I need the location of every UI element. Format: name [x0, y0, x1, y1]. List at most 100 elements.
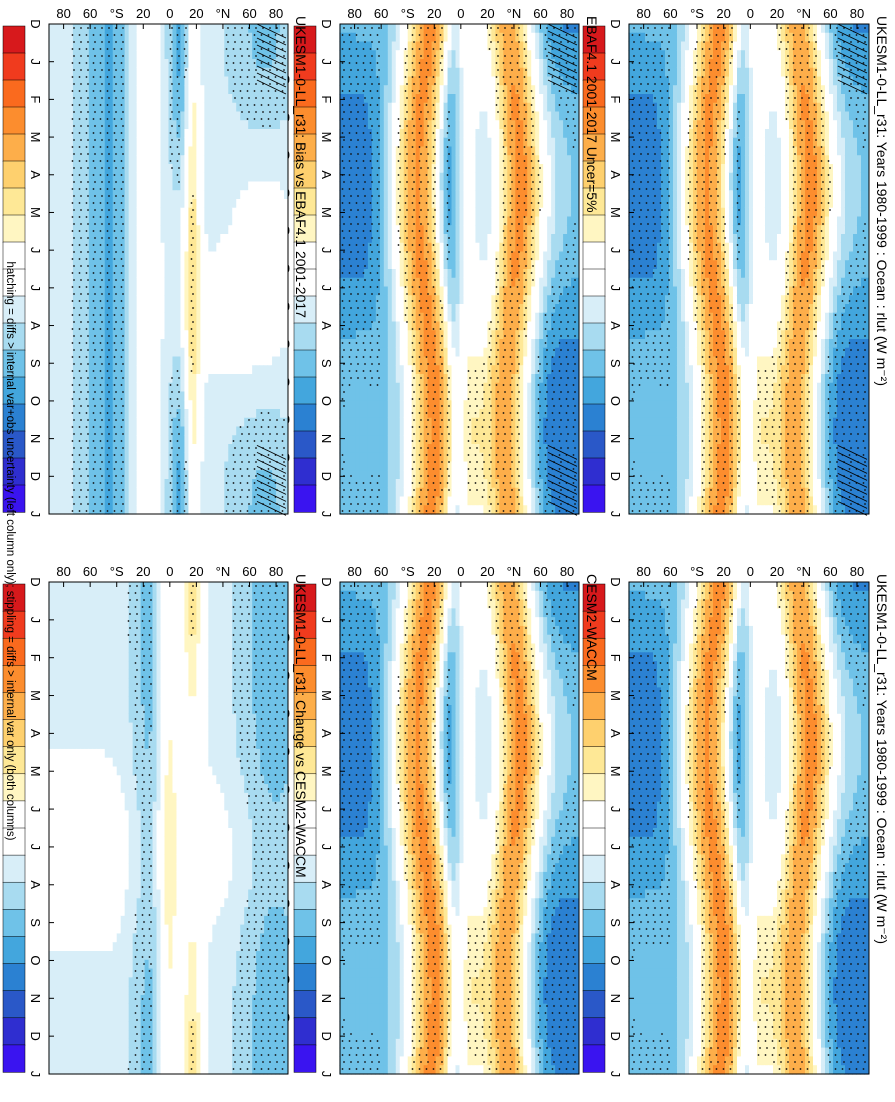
stipple-dot — [646, 34, 648, 36]
heatmap-cell — [768, 269, 773, 278]
heatmap-cell — [712, 435, 717, 444]
heatmap-cell — [860, 278, 865, 287]
heatmap-cell — [788, 260, 793, 269]
heatmap-cell — [796, 287, 801, 296]
heatmap-cell — [688, 77, 693, 86]
heatmap-cell — [696, 252, 701, 261]
heatmap-cell — [716, 243, 721, 252]
heatmap-cell — [644, 208, 649, 217]
heatmap-cell — [660, 365, 665, 374]
heatmap-cell — [776, 304, 781, 313]
heatmap-cell — [748, 103, 753, 112]
heatmap-cell — [768, 322, 773, 331]
stipple-dot — [633, 69, 635, 71]
heatmap-cell — [836, 50, 841, 59]
stipple-dot — [793, 76, 795, 78]
heatmap-cell — [788, 348, 793, 357]
heatmap-cell — [776, 225, 781, 234]
heatmap-cell — [740, 505, 745, 514]
heatmap-cell — [828, 103, 833, 112]
heatmap-cell — [796, 497, 801, 506]
heatmap-cell — [744, 120, 749, 129]
heatmap-cell — [796, 505, 801, 514]
heatmap-cell — [788, 59, 793, 68]
heatmap-cell — [744, 77, 749, 86]
heatmap-cell — [828, 383, 833, 392]
heatmap-cell — [700, 330, 705, 339]
heatmap-cell — [704, 505, 709, 514]
heatmap-cell — [784, 225, 789, 234]
heatmap-cell — [796, 488, 801, 497]
heatmap-cell — [684, 357, 689, 366]
heatmap-cell — [768, 260, 773, 269]
heatmap-cell — [856, 330, 861, 339]
heatmap-cell — [800, 68, 805, 77]
heatmap-cell — [864, 470, 869, 479]
heatmap-cell — [788, 269, 793, 278]
stipple-dot — [808, 69, 810, 71]
heatmap-cell — [648, 330, 653, 339]
heatmap-cell — [744, 234, 749, 243]
heatmap-cell — [804, 322, 809, 331]
heatmap-cell — [732, 68, 737, 77]
heatmap-cell — [796, 295, 801, 304]
heatmap-cell — [844, 252, 849, 261]
heatmap-cell — [672, 453, 677, 462]
heatmap-cell — [632, 68, 637, 77]
heatmap-cell — [720, 173, 725, 182]
heatmap-cell — [756, 348, 761, 357]
heatmap-cell — [680, 147, 685, 156]
heatmap-cell — [676, 199, 681, 208]
stipple-dot — [808, 97, 810, 99]
heatmap-cell — [636, 234, 641, 243]
heatmap-cell — [728, 225, 733, 234]
heatmap-cell — [840, 155, 845, 164]
heatmap-cell — [780, 68, 785, 77]
heatmap-cell — [832, 304, 837, 313]
heatmap-cell — [640, 225, 645, 234]
heatmap-cell — [844, 260, 849, 269]
heatmap-cell — [804, 243, 809, 252]
heatmap-cell — [696, 383, 701, 392]
stipple-dot — [696, 41, 698, 43]
heatmap-cell — [764, 322, 769, 331]
heatmap-cell — [788, 129, 793, 138]
heatmap-cell — [760, 243, 765, 252]
heatmap-cell — [668, 199, 673, 208]
heatmap-cell — [660, 234, 665, 243]
stipple-dot — [730, 62, 732, 64]
heatmap-cell — [688, 444, 693, 453]
heatmap-cell — [648, 138, 653, 147]
heatmap-cell — [756, 365, 761, 374]
heatmap-cell — [860, 94, 865, 103]
heatmap-cell — [752, 497, 757, 506]
heatmap-cell — [756, 234, 761, 243]
heatmap-cell — [776, 94, 781, 103]
stipple-dot — [793, 48, 795, 50]
heatmap-cell — [836, 208, 841, 217]
heatmap-cell — [824, 357, 829, 366]
heatmap-cell — [808, 199, 813, 208]
heatmap-cell — [792, 260, 797, 269]
heatmap-cell — [704, 129, 709, 138]
heatmap-cell — [800, 50, 805, 59]
heatmap-cell — [652, 453, 657, 462]
stipple-dot — [723, 48, 725, 50]
heatmap-cell — [752, 383, 757, 392]
heatmap-cell — [632, 103, 637, 112]
heatmap-cell — [752, 330, 757, 339]
heatmap-cell — [780, 77, 785, 86]
heatmap-cell — [720, 208, 725, 217]
stipple-dot — [814, 104, 816, 106]
heatmap-cell — [696, 103, 701, 112]
heatmap-cell — [732, 59, 737, 68]
heatmap-cell — [636, 24, 641, 33]
heatmap-cell — [672, 392, 677, 401]
heatmap-cell — [836, 365, 841, 374]
heatmap-cell — [644, 50, 649, 59]
heatmap-cell — [720, 164, 725, 173]
heatmap-cell — [704, 147, 709, 156]
heatmap-cell — [688, 365, 693, 374]
heatmap-cell — [808, 33, 813, 42]
heatmap-cell — [808, 112, 813, 121]
